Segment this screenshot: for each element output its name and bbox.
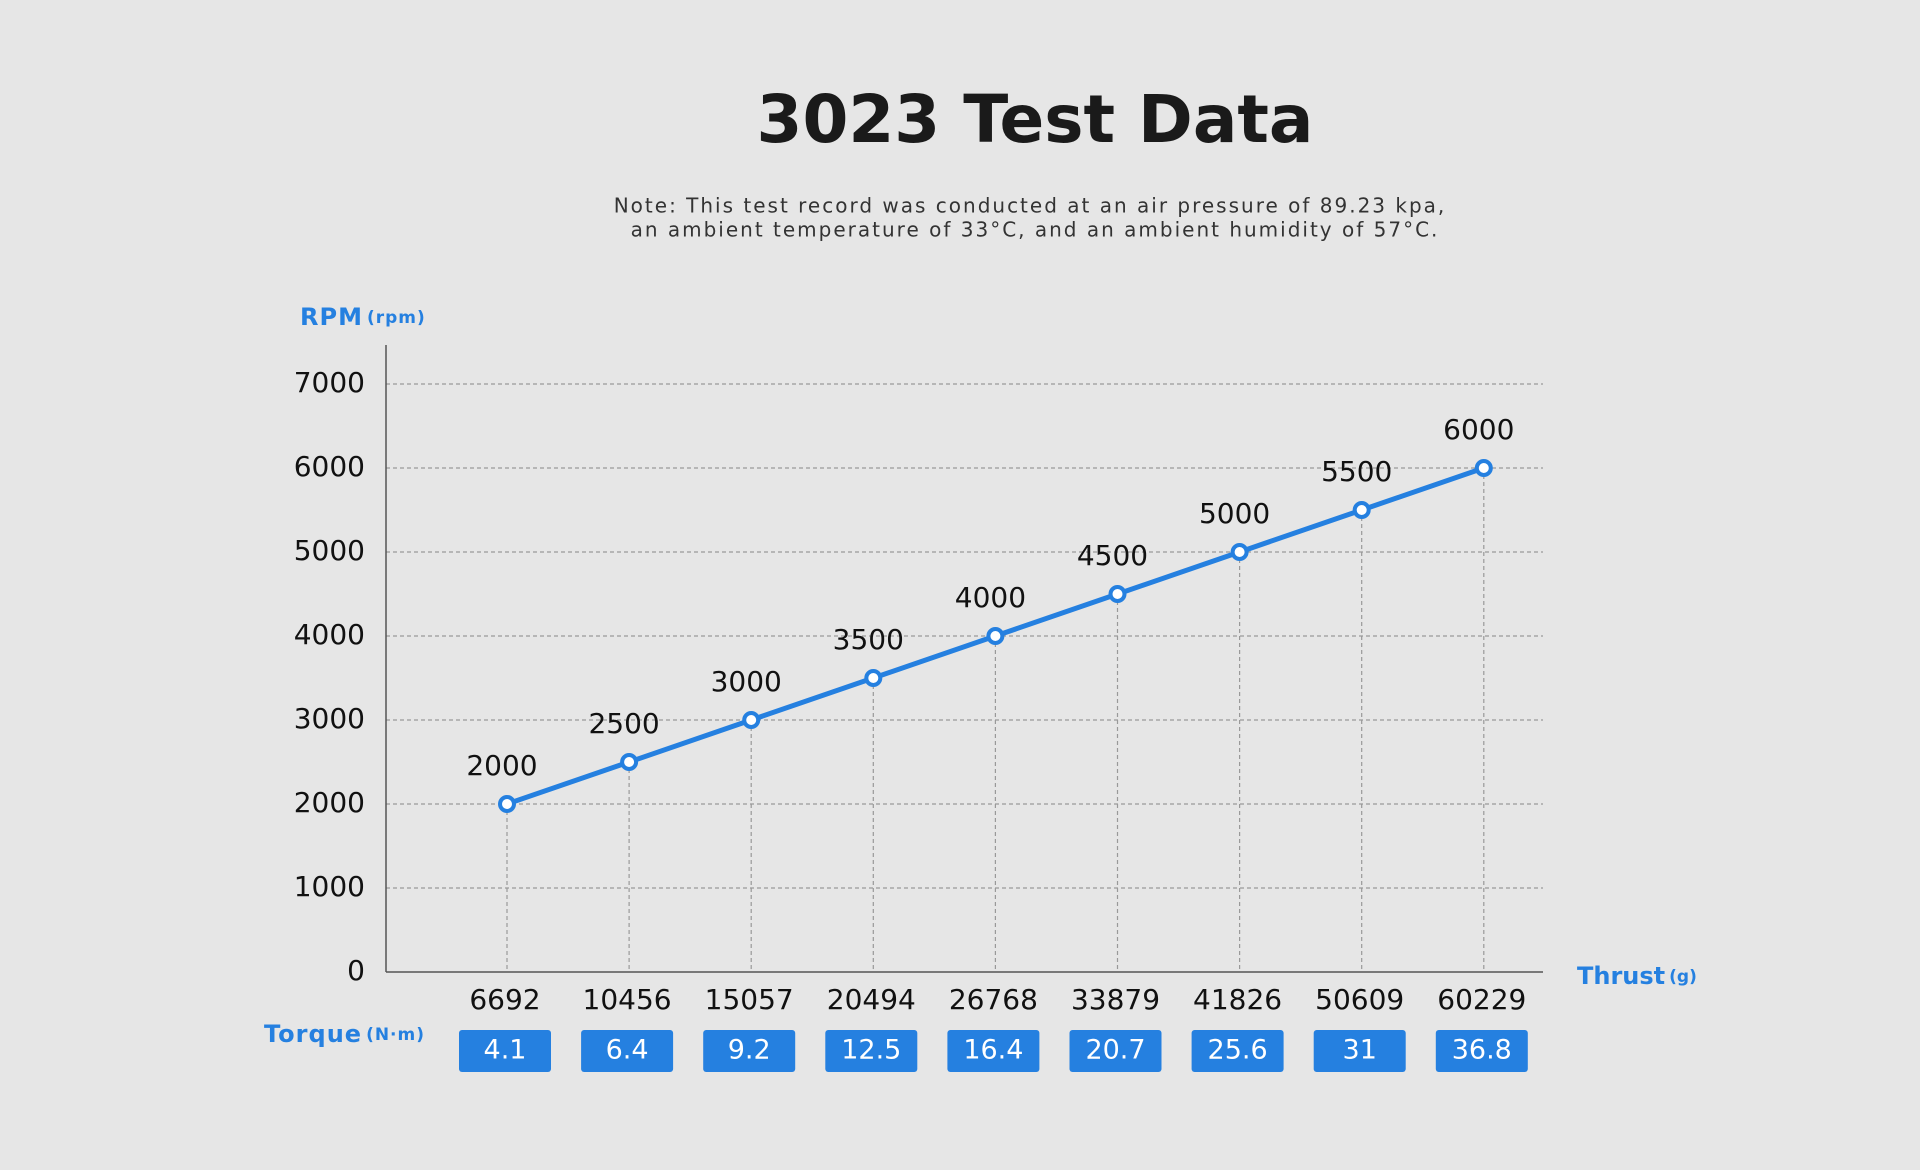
data-point [1230,543,1249,561]
row-label: Torque (N·m) [264,1020,425,1048]
x-tick-label: 33879 [1071,983,1160,1016]
torque-value: 9.2 [728,1035,771,1066]
torque-box [1069,1030,1162,1072]
torque-box [581,1030,674,1072]
x-tick-label: 10456 [583,983,672,1016]
data-point [1474,459,1493,477]
x-tick-label: 20494 [827,983,916,1016]
torque-box [1313,1030,1406,1072]
x-tick-label: 50609 [1315,983,1404,1016]
x-tick-label: 15057 [705,983,794,1016]
row-unit: (N·m) [366,1025,425,1045]
data-label: 3000 [711,665,782,698]
data-point [1108,585,1127,603]
y-tick-label: 0 [347,954,365,987]
data-label: 4000 [955,581,1026,614]
y-tick-label: 1000 [294,870,365,903]
torque-value: 6.4 [606,1035,649,1066]
x-tick-label: 26768 [949,983,1038,1016]
y-tick-label: 5000 [294,534,365,567]
data-point [498,795,516,813]
data-point [742,711,761,729]
note-line: an ambient temperature of 33°C, and an a… [631,218,1440,242]
y-tick-label: 3000 [294,702,365,735]
y-label: RPM [300,303,363,331]
note-line: Note: This test record was conducted at … [614,194,1447,218]
torque-box [1191,1030,1284,1072]
y-tick-label: 2000 [294,786,365,819]
torque-box [947,1030,1040,1072]
torque-box [825,1030,918,1072]
data-label: 6000 [1443,413,1514,446]
data-label: 5500 [1321,455,1392,488]
x-tick-label: 60229 [1437,983,1526,1016]
torque-value: 31 [1343,1035,1377,1066]
torque-box [459,1030,551,1072]
data-label: 3500 [833,623,904,656]
row-name: Torque [264,1020,362,1048]
x-unit: (g) [1669,967,1697,987]
data-point [864,669,883,687]
chart-title: 3023 Test Data [757,81,1314,158]
y-unit: (rpm) [367,308,426,328]
data-label: 5000 [1199,497,1270,530]
data-point [620,753,639,771]
y-tick-label: 4000 [294,618,365,651]
x-tick-label: 6692 [469,983,540,1016]
y-axis-label: RPM (rpm) [300,303,426,331]
x-tick-label: 41826 [1193,983,1282,1016]
torque-value: 25.6 [1208,1035,1268,1066]
data-point [1352,501,1371,519]
data-label: 2000 [466,749,537,782]
torque-value: 4.1 [484,1035,527,1066]
torque-value: 12.5 [841,1035,901,1066]
data-label: 2500 [588,707,659,740]
data-label: 4500 [1077,539,1148,572]
x-label: Thrust [1577,962,1665,990]
torque-box [1435,1030,1528,1072]
torque-value: 20.7 [1085,1035,1145,1066]
torque-value: 16.4 [963,1035,1023,1066]
torque-box [703,1030,796,1072]
x-axis-label: Thrust (g) [1577,962,1697,990]
data-point [986,627,1005,645]
torque-value: 36.8 [1452,1035,1512,1066]
y-tick-label: 7000 [294,366,365,399]
y-tick-label: 6000 [294,450,365,483]
